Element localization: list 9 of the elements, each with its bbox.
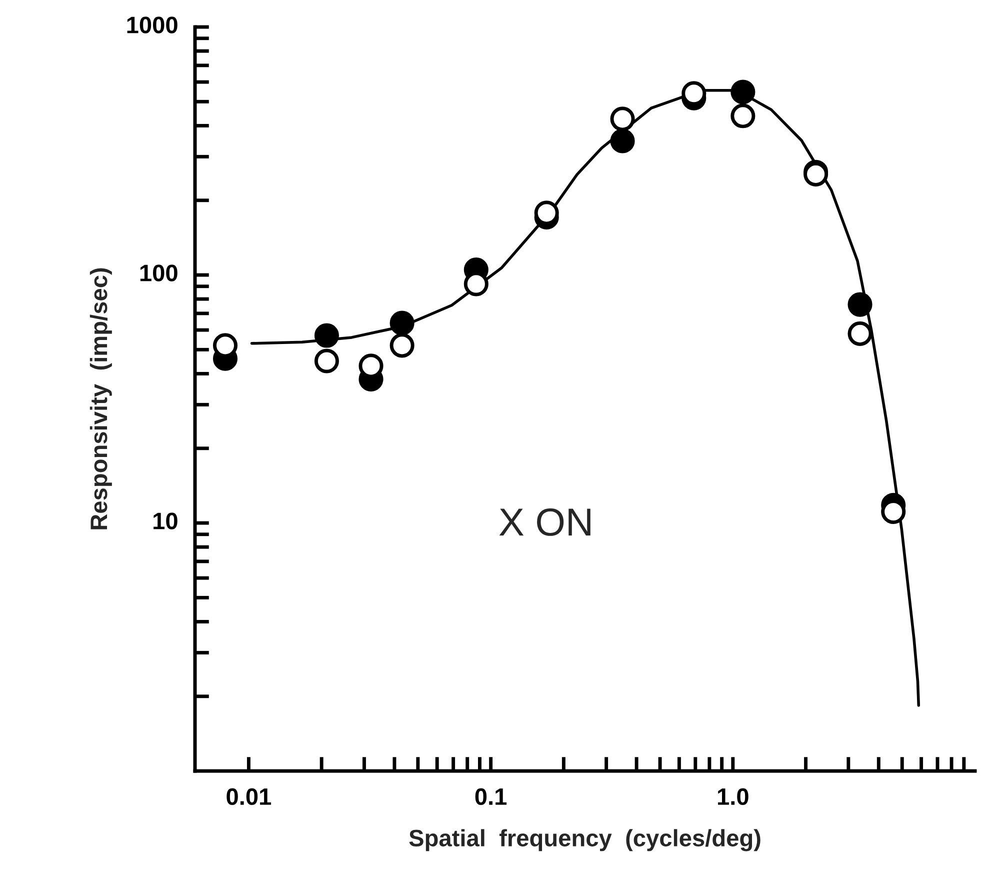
x-tick-label: 0.1 [475,788,507,806]
x-axis-title: Spatial frequency (cycles/deg) [409,829,760,852]
x-tick-label: 0.01 [226,788,272,806]
annotation: X ON [499,508,590,536]
y-tick-label: 100 [140,264,178,282]
x-tick-label: 1.0 [718,788,748,806]
y-tick-label: 10 [154,512,178,530]
y-axis-title: Responsivity (imp/sec) [90,268,112,530]
y-tick-label: 1000 [127,16,178,34]
